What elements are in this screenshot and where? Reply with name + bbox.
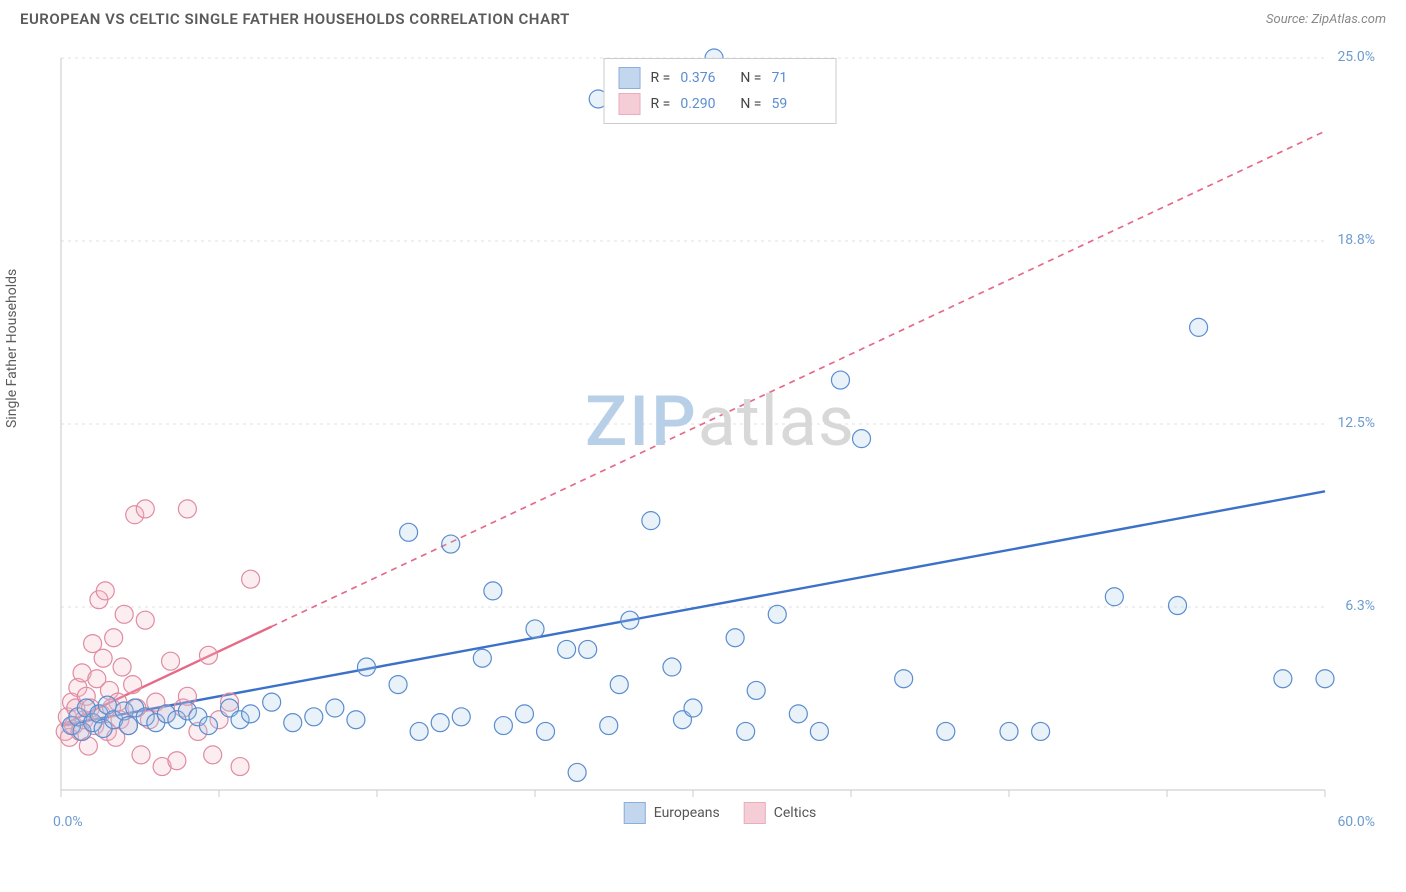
y-tick-label: 12.5%	[1337, 415, 1375, 431]
r-value: 0.290	[680, 96, 730, 112]
x-tick-label: 0.0%	[53, 814, 83, 830]
chart-area: ZIPatlas R =0.376N =71R =0.290N =59 6.3%…	[55, 48, 1385, 828]
n-value: 59	[771, 96, 821, 112]
series-legend-label: Europeans	[654, 805, 720, 821]
n-label: N =	[740, 70, 761, 86]
y-tick-label: 25.0%	[1337, 49, 1375, 65]
correlation-legend-row: R = 0.290 N = 59	[619, 91, 822, 117]
n-label: N =	[740, 96, 761, 112]
r-label: R =	[651, 70, 671, 86]
series-legend-label: Celtics	[774, 805, 816, 821]
legend-swatch	[744, 802, 766, 824]
r-value: 0.376	[680, 70, 730, 86]
series-legend-item: Celtics	[744, 802, 816, 824]
y-axis-label: Single Father Households	[4, 269, 20, 428]
series-legend: Europeans Celtics	[624, 802, 817, 824]
x-tick-label: 60.0%	[1337, 814, 1375, 830]
series-legend-item: Europeans	[624, 802, 720, 824]
scatter-plot	[55, 48, 1385, 828]
y-tick-label: 6.3%	[1345, 598, 1375, 614]
chart-source: Source: ZipAtlas.com	[1266, 12, 1386, 27]
source-prefix: Source:	[1266, 12, 1311, 27]
correlation-legend: R = 0.376 N = 71 R = 0.290 N = 59	[604, 58, 837, 124]
chart-header: EUROPEAN VS CELTIC SINGLE FATHER HOUSEHO…	[0, 0, 1406, 36]
chart-title: EUROPEAN VS CELTIC SINGLE FATHER HOUSEHO…	[20, 10, 570, 28]
legend-swatch	[619, 67, 641, 89]
legend-swatch	[624, 802, 646, 824]
correlation-legend-row: R = 0.376 N = 71	[619, 65, 822, 91]
legend-swatch	[619, 93, 641, 115]
r-label: R =	[651, 96, 671, 112]
source-name: ZipAtlas.com	[1311, 12, 1386, 27]
n-value: 71	[771, 70, 821, 86]
y-tick-label: 18.8%	[1337, 232, 1375, 248]
